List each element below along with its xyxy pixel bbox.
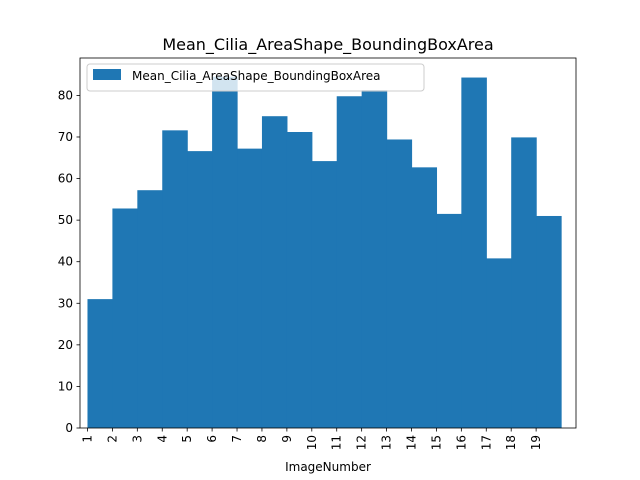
- bar-1: [87, 299, 113, 428]
- axes-group: [79, 57, 577, 429]
- y-tick-label-80: 80: [58, 88, 73, 102]
- x-tick-label-5: 5: [180, 435, 194, 443]
- x-tick-label-7: 7: [230, 435, 244, 443]
- bar-18: [511, 137, 537, 428]
- x-tick-label-19: 19: [529, 435, 543, 450]
- bar-9: [286, 132, 313, 428]
- bar-5: [187, 151, 213, 428]
- x-tick-label-6: 6: [205, 435, 219, 443]
- bar-19: [536, 215, 562, 428]
- y-tick-label-30: 30: [58, 296, 73, 310]
- bar-4: [162, 130, 188, 428]
- bar-2: [112, 208, 138, 428]
- legend-swatch: [93, 69, 121, 80]
- bar-14: [411, 167, 438, 428]
- bar-3: [137, 190, 163, 428]
- chart-title: Mean_Cilia_AreaShape_BoundingBoxArea: [162, 35, 493, 55]
- legend: Mean_Cilia_AreaShape_BoundingBoxArea: [86, 63, 425, 92]
- x-tick-label-4: 4: [155, 435, 169, 443]
- bar-7: [237, 148, 263, 428]
- y-tick-label-40: 40: [58, 255, 73, 269]
- x-tick-label-18: 18: [504, 435, 518, 450]
- bar-11: [336, 96, 363, 428]
- bar-16: [461, 77, 487, 428]
- x-tick-label-11: 11: [330, 435, 344, 450]
- y-tick-label-60: 60: [58, 172, 73, 186]
- x-tick-label-10: 10: [305, 435, 319, 450]
- bar-13: [386, 139, 413, 429]
- y-tick-label-0: 0: [65, 421, 73, 435]
- x-tick-label-17: 17: [479, 435, 493, 450]
- y-tick-label-70: 70: [58, 130, 73, 144]
- x-tick-label-3: 3: [130, 435, 144, 443]
- x-axis-label: ImageNumber: [285, 460, 371, 474]
- bar-6: [212, 76, 238, 429]
- legend-frame: [86, 63, 425, 92]
- x-tick-label-9: 9: [280, 435, 294, 443]
- y-tick-label-20: 20: [58, 338, 73, 352]
- x-tick-label-8: 8: [255, 435, 269, 443]
- bar-17: [486, 258, 512, 428]
- bars-group: [87, 76, 562, 429]
- x-tick-label-12: 12: [355, 435, 369, 450]
- legend-label: Mean_Cilia_AreaShape_BoundingBoxArea: [132, 69, 381, 83]
- x-tick-label-2: 2: [105, 435, 119, 443]
- bar-8: [261, 116, 288, 428]
- x-tick-label-15: 15: [429, 435, 443, 450]
- plot-frame: [79, 57, 577, 429]
- bar-10: [311, 161, 338, 428]
- y-tick-label-50: 50: [58, 213, 73, 227]
- x-tick-label-14: 14: [404, 435, 418, 450]
- x-tick-label-13: 13: [380, 435, 394, 450]
- y-tick-label-10: 10: [58, 379, 73, 393]
- bar-12: [361, 90, 388, 428]
- x-tick-label-1: 1: [80, 435, 94, 443]
- bar-15: [436, 213, 462, 428]
- x-tick-label-16: 16: [454, 435, 468, 450]
